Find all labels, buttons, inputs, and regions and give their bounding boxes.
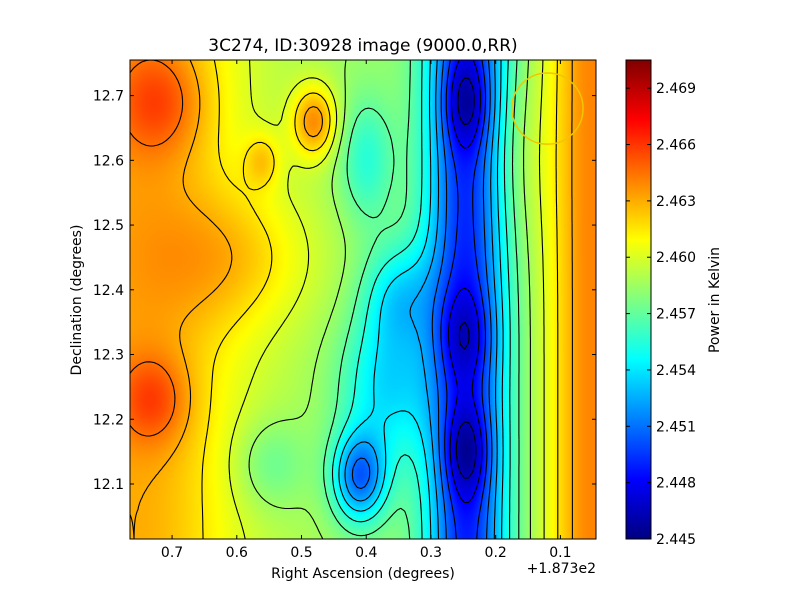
y-tick-label: 12.5 — [93, 218, 124, 234]
heatmap-image — [130, 60, 596, 539]
y-tick-label: 12.1 — [93, 477, 124, 493]
colorbar-gradient — [625, 59, 652, 540]
x-axis-label: Right Ascension (degrees) — [271, 566, 455, 582]
y-tick-label: 12.4 — [93, 283, 124, 299]
contour-line — [447, 60, 483, 504]
x-tick-label: 0.1 — [549, 545, 571, 561]
contour-line — [331, 60, 511, 539]
colorbar-tick-label: 2.448 — [656, 476, 696, 492]
colorbar: 2.445 2.448 2.451 2.454 2.457 2.460 2.463 2.466… — [625, 59, 723, 548]
x-tick-label: 0.5 — [290, 545, 312, 561]
contour-line — [130, 60, 573, 539]
y-tick-label: 12.7 — [93, 89, 124, 105]
x-tick-label: 0.2 — [485, 545, 507, 561]
x-tick-label: 0.7 — [161, 545, 183, 561]
x-axis-ticks: 0.7 0.6 0.5 0.4 0.3 0.2 0.1 — [161, 60, 572, 561]
colorbar-tick-label: 2.460 — [656, 250, 696, 266]
contour-line — [440, 60, 488, 539]
contour-line — [201, 60, 559, 539]
contour-line — [130, 60, 184, 437]
x-offset-label: +1.873e2 — [527, 561, 596, 577]
contour-line — [338, 60, 504, 539]
contour-lines — [130, 60, 573, 539]
colorbar-label: Power in Kelvin — [707, 247, 723, 353]
contour-line — [351, 60, 493, 539]
y-axis-ticks: 12.1 12.2 12.3 12.4 12.5 12.6 12.7 — [93, 89, 596, 493]
colorbar-tick-label: 2.451 — [656, 419, 696, 435]
contour-line — [455, 77, 477, 479]
x-tick-label: 0.3 — [420, 545, 442, 561]
y-axis-label: Declination (degrees) — [69, 225, 85, 376]
y-tick-label: 12.6 — [93, 153, 124, 169]
colorbar-tick-label: 2.466 — [656, 138, 696, 154]
colorbar-ticks: 2.445 2.448 2.451 2.454 2.457 2.460 2.463 2.466… — [626, 81, 696, 548]
colorbar-tick-label: 2.445 — [656, 532, 696, 548]
contour-line — [323, 60, 520, 539]
y-tick-label: 12.3 — [93, 348, 124, 364]
chart-title: 3C274, ID:30928 image (9000.0,RR) — [208, 36, 517, 56]
contour-line — [248, 60, 531, 539]
beam-circle — [511, 72, 584, 145]
x-tick-label: 0.6 — [226, 545, 248, 561]
contour-line — [344, 60, 498, 539]
contour-line — [228, 60, 545, 539]
x-tick-label: 0.4 — [355, 545, 377, 561]
colorbar-tick-label: 2.454 — [656, 363, 696, 379]
colorbar-tick-label: 2.463 — [656, 194, 696, 210]
plot-area — [129, 59, 597, 540]
plot-frame — [129, 59, 597, 540]
y-tick-label: 12.2 — [93, 412, 124, 428]
colorbar-tick-label: 2.469 — [656, 81, 696, 97]
colorbar-tick-label: 2.457 — [656, 307, 696, 323]
